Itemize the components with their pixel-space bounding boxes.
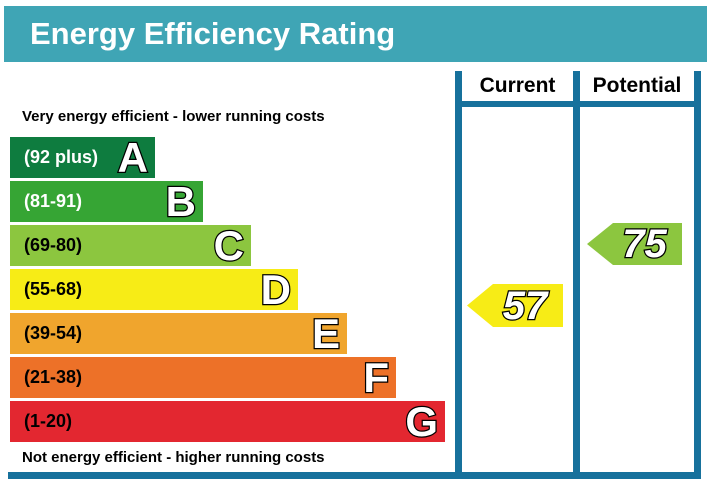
column-header-underline: [455, 101, 701, 107]
band-f-range: (21-38): [24, 367, 83, 387]
band-e-letter: E: [311, 310, 342, 357]
band-a-letter: A: [116, 134, 149, 181]
band-g-range: (1-20): [24, 411, 73, 431]
band-d-range: (55-68): [24, 279, 83, 299]
band-e: (39-54) E: [10, 310, 347, 357]
band-c-letter: C: [212, 222, 245, 269]
potential-rating-value: 75: [621, 222, 668, 266]
band-b-range: (81-91): [24, 191, 83, 211]
band-g-letter: G: [404, 398, 439, 445]
band-f: (21-38) F: [10, 354, 396, 401]
band-a: (92 plus) A: [10, 134, 155, 181]
bottom-annotation: Not energy efficient - higher running co…: [22, 449, 325, 466]
band-b: (81-91) B: [10, 178, 203, 225]
column-divider-left: [455, 71, 462, 478]
current-rating-value: 57: [502, 283, 549, 328]
band-c-range: (69-80): [24, 235, 83, 255]
band-d-letter: D: [259, 266, 292, 313]
potential-rating-arrow: 75: [587, 223, 682, 265]
band-e-range: (39-54): [24, 323, 83, 343]
band-c: (69-80) C: [10, 222, 251, 269]
band-f-letter: F: [362, 354, 390, 401]
title-banner: Energy Efficiency Rating: [4, 6, 707, 62]
band-d: (55-68) D: [10, 266, 298, 313]
top-annotation: Very energy efficient - lower running co…: [22, 108, 325, 125]
chart-bottom-border: [8, 472, 701, 479]
band-a-range: (92 plus): [24, 147, 99, 167]
band-g: (1-20) G: [10, 398, 445, 445]
page-title: Energy Efficiency Rating: [30, 16, 396, 51]
column-header-current: Current: [479, 74, 556, 97]
column-divider-right: [694, 71, 701, 478]
band-b-letter: B: [164, 178, 197, 225]
column-divider-middle: [573, 71, 580, 478]
current-rating-arrow: 57: [467, 284, 563, 327]
column-header-potential: Potential: [592, 74, 682, 97]
